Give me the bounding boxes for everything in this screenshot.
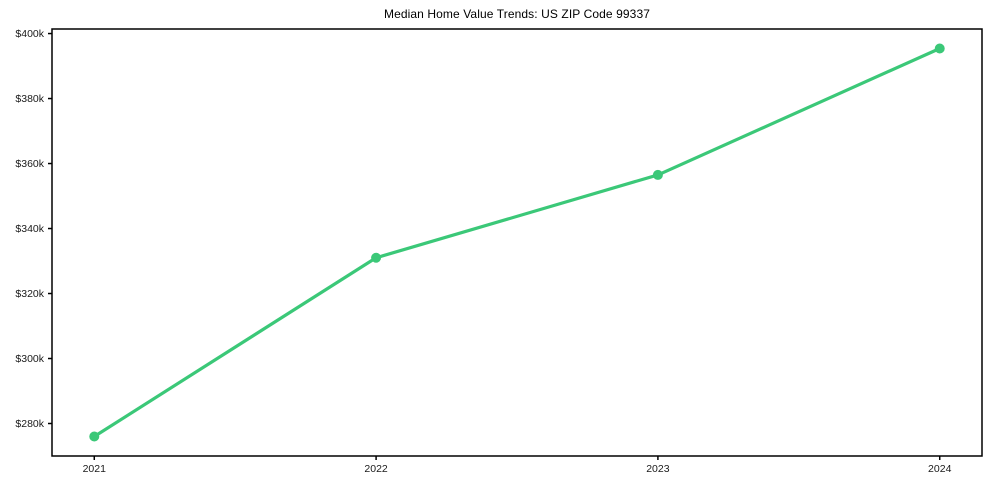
data-point-2023 bbox=[652, 169, 663, 180]
y-tick-label: $360k bbox=[15, 158, 44, 170]
x-tick-label: 2023 bbox=[646, 463, 670, 475]
y-tick-label: $380k bbox=[15, 93, 44, 105]
x-tick-label: 2022 bbox=[364, 463, 388, 475]
y-tick-label: $400k bbox=[15, 28, 44, 40]
y-tick-label: $300k bbox=[15, 353, 44, 365]
y-tick-label: $320k bbox=[15, 288, 44, 300]
data-point-2024 bbox=[934, 43, 945, 54]
trend-line bbox=[92, 46, 942, 439]
chart-title: Median Home Value Trends: US ZIP Code 99… bbox=[383, 7, 650, 21]
x-tick-label: 2021 bbox=[83, 463, 107, 475]
y-tick-label: $280k bbox=[15, 418, 44, 430]
plot-frame bbox=[51, 28, 983, 457]
y-tick-label: $340k bbox=[15, 223, 44, 235]
x-tick-label: 2024 bbox=[928, 463, 952, 475]
data-point-2022 bbox=[371, 252, 382, 263]
data-point-2021 bbox=[89, 431, 100, 442]
